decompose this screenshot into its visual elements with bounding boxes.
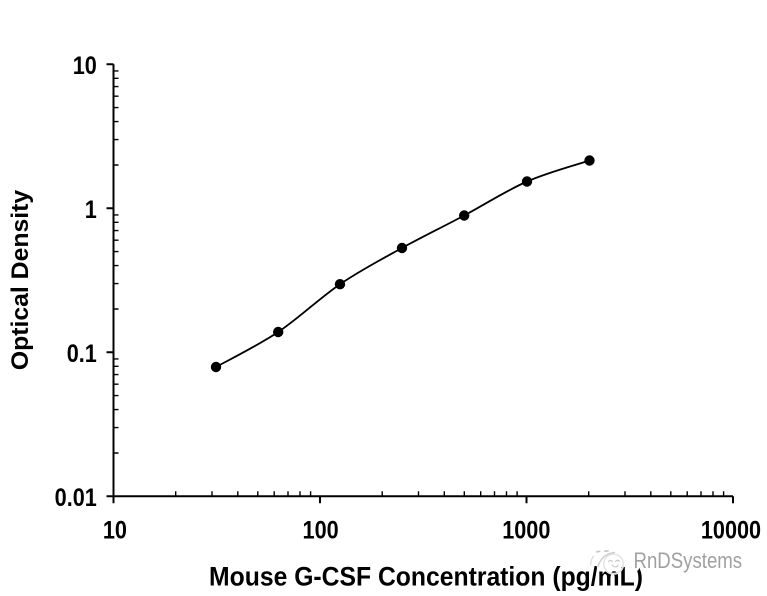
svg-text:0.1: 0.1 [67, 340, 97, 368]
svg-text:1000: 1000 [502, 516, 550, 544]
svg-text:10: 10 [103, 516, 127, 544]
svg-text:10000: 10000 [701, 516, 761, 544]
svg-text:Mouse G-CSF Concentration (pg/: Mouse G-CSF Concentration (pg/mL) [209, 563, 643, 592]
svg-text:100: 100 [303, 516, 339, 544]
svg-text:0.01: 0.01 [55, 484, 97, 512]
svg-text:Optical Density: Optical Density [7, 190, 34, 371]
svg-text:10: 10 [73, 52, 97, 80]
svg-text:RnDSystems: RnDSystems [634, 548, 743, 573]
svg-text:1: 1 [85, 196, 97, 224]
